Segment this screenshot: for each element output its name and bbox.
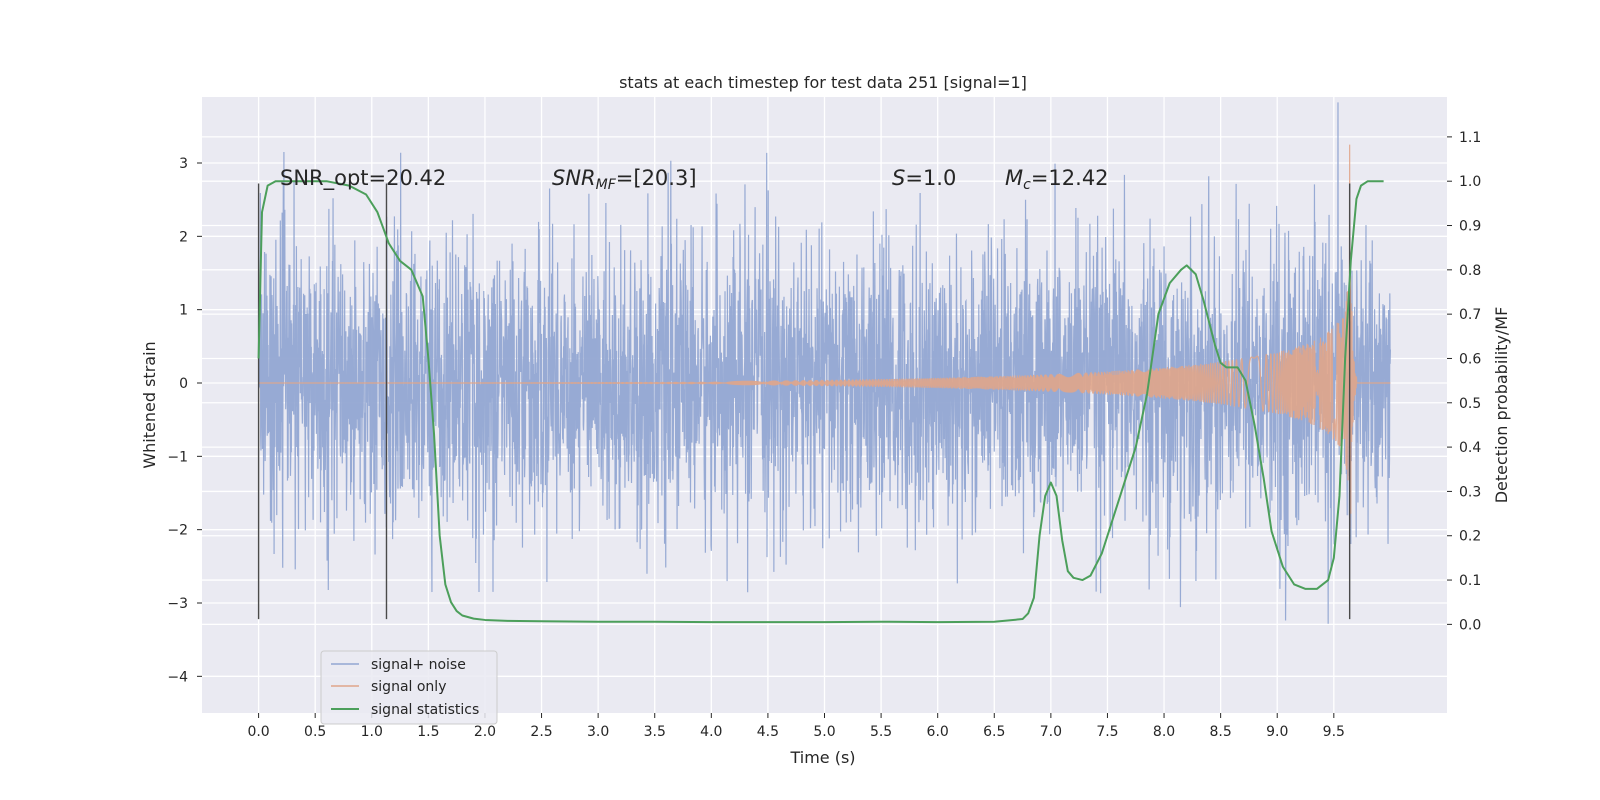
annotation-mc-label: M [1005, 166, 1023, 190]
y-left-tick-label-1: −3 [167, 596, 188, 612]
x-tick-label-9: 4.5 [757, 724, 779, 740]
y-left-tick-label-6: 2 [179, 229, 188, 245]
line-signal-statistics [257, 180, 1384, 624]
x-tick-label-4: 2.0 [474, 724, 496, 740]
x-tick-label-13: 6.5 [983, 724, 1005, 740]
y-left-tick-label-4: 0 [179, 376, 188, 392]
annotation-mc: Mc=12.42 [1005, 166, 1109, 193]
x-tick-label-1: 0.5 [304, 724, 326, 740]
y-right-tick-label-9: 0.9 [1459, 219, 1481, 235]
y-axis-left-ticks: −4 −3 −2 −1 0 1 2 3 [167, 156, 202, 685]
annotation-mc-value: =12.42 [1031, 166, 1109, 190]
legend-box [320, 650, 498, 725]
y-right-tick-label-7: 0.7 [1459, 307, 1481, 323]
legend-label-signal-plus-noise: signal+ noise [371, 657, 466, 673]
y-right-tick-label-4: 0.4 [1459, 440, 1481, 456]
x-tick-label-16: 8.0 [1153, 724, 1175, 740]
y-left-tick-label-2: −2 [167, 523, 188, 539]
y-axis-left-label: Whitened strain [140, 341, 159, 468]
annotation-s-value: =1.0 [905, 166, 956, 190]
legend-label-signal-statistics: signal statistics [371, 702, 479, 718]
x-tick-label-0: 0.0 [247, 724, 269, 740]
annotation-snr-mf-label: SNR [552, 166, 596, 190]
x-tick-label-3: 1.5 [417, 724, 439, 740]
x-tick-label-10: 5.0 [813, 724, 835, 740]
y-axis-right-label: Detection probability/MF [1492, 307, 1511, 504]
x-tick-label-2: 1.0 [361, 724, 383, 740]
y-right-tick-label-11: 1.1 [1459, 130, 1481, 146]
y-right-tick-label-5: 0.5 [1459, 396, 1481, 412]
annotation-snr-mf: SNRMF=[20.3] [552, 166, 697, 193]
legend-label-signal-only: signal only [371, 679, 446, 695]
legend: signal+ noise signal only signal statist… [320, 650, 498, 725]
y-left-tick-label-0: −4 [167, 669, 188, 685]
x-tick-label-8: 4.0 [700, 724, 722, 740]
series-signal-plus-noise [257, 102, 1392, 624]
chart-title: stats at each timestep for test data 251… [619, 73, 1027, 92]
x-tick-label-15: 7.5 [1096, 724, 1118, 740]
y-left-tick-label-7: 3 [179, 156, 188, 172]
annotation-snr-mf-sub: MF [596, 177, 617, 193]
annotations: SNR_opt=20.42 SNRMF=[20.3] S=1.0 Mc=12.4… [280, 166, 1109, 193]
x-tick-label-12: 6.0 [927, 724, 949, 740]
y-right-tick-label-8: 0.8 [1459, 263, 1481, 279]
y-axis-right-ticks: 0.0 0.1 0.2 0.3 0.4 0.5 0.6 0.7 0.8 0.9 1.0 1.1 [1447, 130, 1481, 633]
x-tick-label-7: 3.5 [644, 724, 666, 740]
x-tick-label-14: 7.0 [1040, 724, 1062, 740]
annotation-mc-sub: c [1023, 177, 1031, 193]
x-tick-label-17: 8.5 [1210, 724, 1232, 740]
x-tick-label-5: 2.5 [530, 724, 552, 740]
series-signal-only [258, 144, 1391, 529]
y-left-tick-label-3: −1 [167, 449, 188, 465]
y-left-tick-label-5: 1 [179, 303, 188, 319]
y-right-tick-label-6: 0.6 [1459, 351, 1481, 367]
y-right-tick-label-1: 0.1 [1459, 573, 1481, 589]
x-tick-label-18: 9.0 [1266, 724, 1288, 740]
y-right-tick-label-10: 1.0 [1459, 174, 1481, 190]
annotation-snr-mf-value: =[20.3] [616, 166, 697, 190]
line-signal-plus-noise [257, 102, 1392, 624]
y-right-tick-label-3: 0.3 [1459, 484, 1481, 500]
y-right-tick-label-0: 0.0 [1459, 617, 1481, 633]
line-signal-only [258, 144, 1391, 529]
x-tick-label-6: 3.0 [587, 724, 609, 740]
annotation-s: S=1.0 [892, 166, 956, 190]
vertical-markers [257, 183, 1351, 620]
series-signal-statistics [257, 180, 1384, 624]
x-tick-label-11: 5.5 [870, 724, 892, 740]
x-axis-ticks: 0.0 0.5 1.0 1.5 2.0 2.5 3.0 3.5 4.0 4.5 5.0 5.5 6.0 6… [247, 713, 1345, 740]
annotation-snr-opt: SNR_opt=20.42 [280, 166, 446, 191]
y-right-tick-label-2: 0.2 [1459, 529, 1481, 545]
x-axis-label: Time (s) [789, 748, 855, 767]
x-tick-label-19: 9.5 [1323, 724, 1345, 740]
annotation-s-label: S [892, 166, 905, 190]
